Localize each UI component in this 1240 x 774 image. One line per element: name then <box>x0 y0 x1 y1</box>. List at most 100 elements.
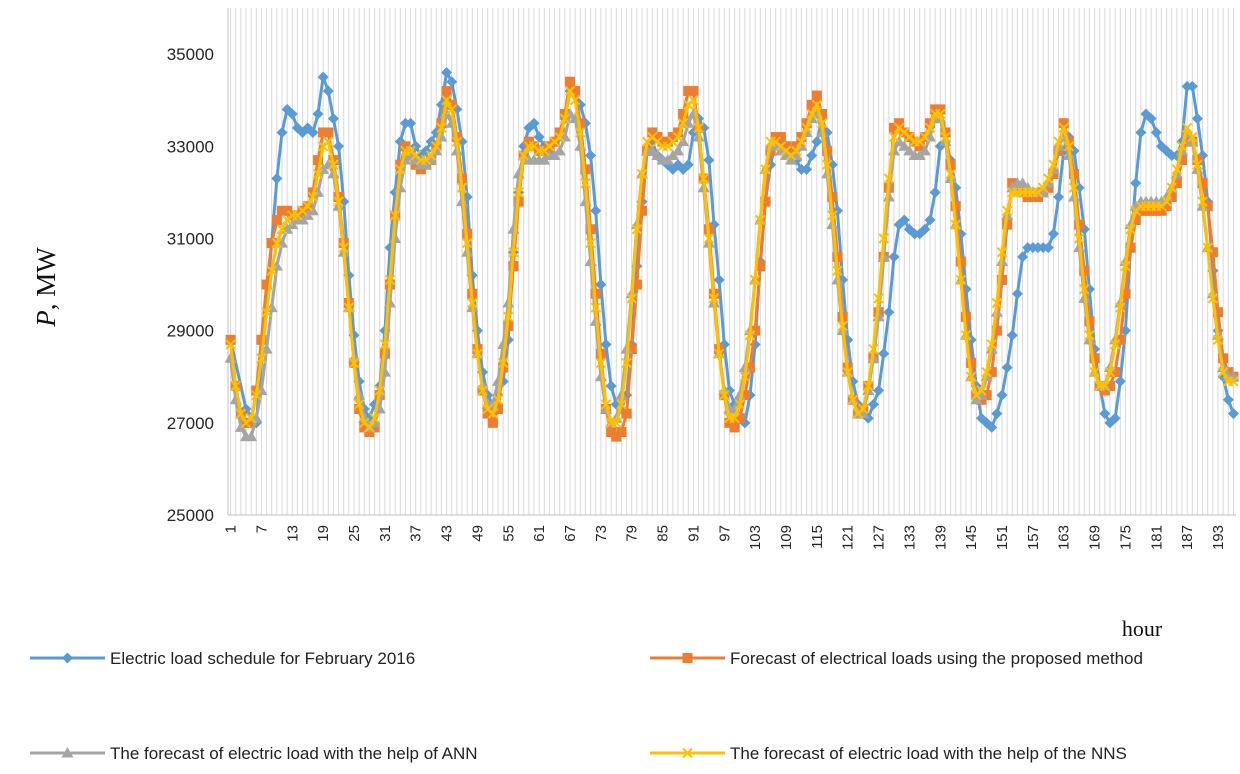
data-point <box>1207 293 1219 304</box>
data-point <box>647 127 658 138</box>
legend-swatch-marker <box>62 652 73 664</box>
data-point <box>924 122 936 134</box>
data-point <box>276 224 288 235</box>
data-point <box>492 394 504 405</box>
data-point <box>817 109 827 120</box>
data-point <box>415 164 426 175</box>
data-point <box>276 126 288 138</box>
data-point <box>1047 228 1059 240</box>
x-axis-label: hour <box>1122 616 1163 641</box>
data-point <box>1099 385 1110 396</box>
data-point <box>796 136 807 147</box>
data-point <box>271 237 283 249</box>
data-point <box>811 136 823 148</box>
data-point <box>739 390 750 401</box>
data-point <box>945 168 956 180</box>
data-point <box>286 108 298 120</box>
data-point <box>950 201 961 212</box>
data-point <box>903 144 916 156</box>
x-tick-label: 121 <box>840 525 857 550</box>
data-point <box>760 164 771 175</box>
data-point <box>503 311 514 323</box>
data-point <box>1089 366 1100 378</box>
data-point <box>251 389 262 401</box>
data-point <box>327 113 339 125</box>
x-tick-label: 7 <box>253 525 270 533</box>
data-point <box>631 279 642 290</box>
x-tick-label: 73 <box>593 525 610 542</box>
data-point <box>559 113 571 124</box>
data-point <box>734 399 745 410</box>
data-point <box>940 131 951 143</box>
data-point <box>657 136 668 147</box>
data-point <box>1171 178 1182 189</box>
data-point <box>395 164 406 175</box>
data-point <box>528 117 540 129</box>
data-point <box>1115 334 1126 345</box>
x-tick-label: 115 <box>809 525 826 549</box>
data-point <box>878 233 889 244</box>
data-point <box>925 118 935 129</box>
x-tick-labels: 1 7 13 19 25 31 37 43 49 55 61 67 73 79 85 91 97 103 109 11… <box>223 525 1227 550</box>
data-point <box>1177 155 1187 166</box>
data-point <box>847 394 859 405</box>
data-point <box>364 427 375 438</box>
data-point <box>1012 182 1023 193</box>
data-point <box>682 159 694 171</box>
data-point <box>553 144 566 156</box>
data-point <box>893 135 906 147</box>
data-point <box>801 118 812 129</box>
data-point <box>1069 168 1079 179</box>
data-point <box>786 145 797 156</box>
x-tick-label: 37 <box>408 525 425 542</box>
data-point <box>739 371 751 382</box>
data-point <box>616 399 627 410</box>
data-point <box>379 339 391 350</box>
data-point <box>621 408 632 419</box>
data-point <box>282 205 293 216</box>
data-point <box>333 196 344 207</box>
data-point <box>1187 131 1198 143</box>
x-tick-label: 67 <box>562 525 579 542</box>
data-point <box>821 159 833 170</box>
data-point <box>801 163 813 175</box>
x-tick-label: 49 <box>469 525 486 542</box>
data-point <box>1084 330 1095 341</box>
data-point <box>405 117 417 129</box>
legend-item-1: Electric load schedule for February 2016 <box>30 649 415 668</box>
data-point <box>791 141 802 152</box>
data-point <box>1120 260 1131 272</box>
data-point <box>672 144 684 156</box>
data-point <box>523 136 534 147</box>
data-point <box>1048 168 1059 179</box>
data-point <box>410 159 421 170</box>
y-tick-label: 25000 <box>167 506 214 525</box>
data-point <box>986 367 997 378</box>
data-point <box>775 132 786 143</box>
data-point <box>256 353 267 364</box>
data-point <box>353 399 365 410</box>
data-point <box>1161 196 1172 207</box>
data-point <box>441 94 452 106</box>
data-point <box>472 348 483 359</box>
data-point <box>631 224 643 235</box>
x-tick-label: 13 <box>284 525 301 542</box>
data-point <box>1043 182 1054 193</box>
data-point <box>322 85 334 97</box>
data-point <box>364 422 375 433</box>
x-tick-label: 157 <box>1025 525 1042 550</box>
data-point <box>477 385 488 396</box>
data-point <box>1006 329 1018 341</box>
data-point <box>986 339 997 350</box>
legend-item-3: The forecast of electric load with the h… <box>30 744 478 763</box>
data-point <box>306 204 319 216</box>
data-point <box>611 431 622 442</box>
x-tick-label: 85 <box>655 525 672 542</box>
data-point <box>245 413 257 424</box>
data-point <box>863 380 874 392</box>
data-point <box>837 320 848 332</box>
legend-swatch-marker <box>682 747 693 759</box>
data-point <box>1125 242 1136 253</box>
data-point <box>369 413 380 424</box>
data-point <box>1156 205 1167 216</box>
